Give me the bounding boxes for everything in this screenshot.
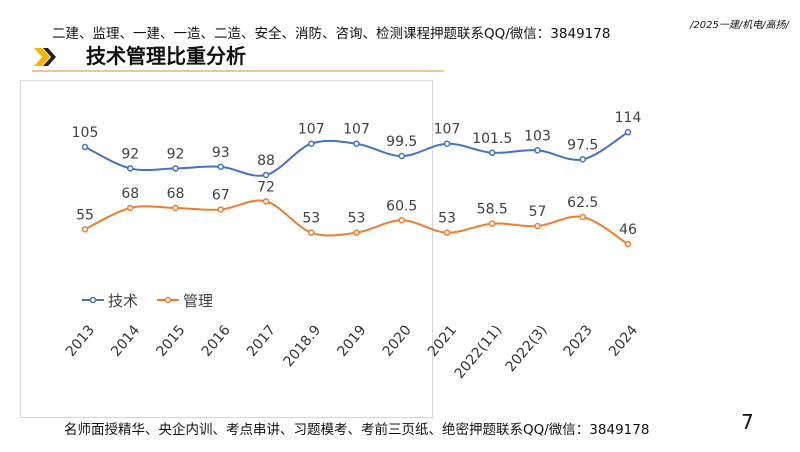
data-point bbox=[172, 204, 179, 212]
title-underline bbox=[32, 70, 444, 72]
data-label: 60.5 bbox=[386, 198, 417, 214]
header-text: 二建、监理、一建、一造、二造、安全、消防、咨询、检测课程押题联系QQ/微信：38… bbox=[52, 26, 611, 42]
data-point bbox=[81, 143, 89, 151]
data-point bbox=[443, 229, 451, 236]
legend-label: 管理 bbox=[183, 292, 213, 310]
data-label: 68 bbox=[121, 186, 139, 202]
data-label: 107 bbox=[343, 122, 370, 138]
data-point bbox=[308, 140, 315, 147]
legend-label: 技术 bbox=[108, 292, 138, 310]
data-point bbox=[443, 140, 451, 147]
data-label: 93 bbox=[212, 145, 230, 161]
data-label: 53 bbox=[348, 211, 366, 227]
data-label: 92 bbox=[167, 146, 185, 162]
x-tick-label: 2019 bbox=[334, 322, 369, 360]
data-label: 97.5 bbox=[567, 137, 598, 153]
data-label: 46 bbox=[619, 222, 637, 238]
x-tick-label: 2022(11) bbox=[452, 322, 506, 382]
data-label: 72 bbox=[257, 179, 275, 195]
chart-frame bbox=[20, 80, 433, 418]
x-tick-label: 2014 bbox=[108, 322, 143, 360]
data-label: 68 bbox=[167, 186, 185, 202]
data-label: 55 bbox=[76, 207, 94, 223]
data-point bbox=[217, 206, 224, 213]
x-tick-label: 2016 bbox=[199, 322, 234, 360]
footer-text: 名师面授精华、央企内训、考点串讲、习题模考、考前三页纸、绝密押题联系QQ/微信：… bbox=[64, 422, 650, 438]
data-point bbox=[579, 213, 586, 221]
x-tick-label: 2023 bbox=[561, 322, 596, 360]
data-label: 105 bbox=[72, 125, 99, 141]
data-label: 92 bbox=[121, 146, 139, 162]
data-label: 58.5 bbox=[477, 202, 508, 218]
data-point bbox=[489, 149, 496, 157]
data-label: 101.5 bbox=[472, 131, 512, 147]
x-tick-label: 2021 bbox=[425, 322, 460, 360]
data-point bbox=[398, 217, 405, 224]
data-label: 107 bbox=[298, 122, 325, 138]
data-label: 57 bbox=[529, 204, 547, 220]
data-point bbox=[308, 229, 315, 236]
data-point bbox=[262, 171, 270, 179]
data-label: 99.5 bbox=[386, 134, 417, 150]
x-tick-label: 2018.9 bbox=[281, 322, 325, 370]
data-point bbox=[398, 152, 405, 160]
data-label: 53 bbox=[302, 211, 320, 227]
data-label: 62.5 bbox=[567, 195, 598, 211]
page-title: 技术管理比重分析 bbox=[86, 44, 246, 68]
header-tag: /2025一建/机电/高扬/ bbox=[690, 20, 789, 31]
x-tick-label: 2013 bbox=[63, 322, 98, 360]
data-point bbox=[217, 163, 224, 171]
data-label: 88 bbox=[257, 153, 275, 169]
data-label: 67 bbox=[212, 188, 230, 204]
x-tick-label: 2015 bbox=[153, 322, 188, 360]
data-point bbox=[353, 140, 360, 147]
data-point bbox=[534, 147, 541, 154]
x-tick-label: 2024 bbox=[606, 322, 641, 360]
chevron-icon bbox=[34, 48, 56, 66]
data-point bbox=[127, 165, 134, 172]
legend-marker bbox=[89, 296, 97, 304]
data-point bbox=[127, 204, 134, 212]
data-point bbox=[353, 229, 360, 236]
data-point bbox=[489, 220, 496, 227]
data-point bbox=[624, 128, 632, 136]
data-point bbox=[172, 165, 179, 172]
data-label: 53 bbox=[438, 211, 456, 227]
data-point bbox=[534, 222, 541, 230]
data-point bbox=[624, 240, 632, 248]
data-point bbox=[262, 198, 270, 205]
page-number: 7 bbox=[741, 410, 754, 434]
data-label: 103 bbox=[524, 128, 551, 144]
x-tick-label: 2020 bbox=[380, 322, 415, 360]
x-tick-label: 2022(3) bbox=[503, 322, 551, 375]
x-tick-label: 2017 bbox=[244, 322, 279, 360]
data-point bbox=[81, 226, 89, 233]
data-point bbox=[579, 156, 586, 163]
legend-marker bbox=[164, 296, 172, 304]
data-label: 114 bbox=[615, 110, 642, 126]
data-label: 107 bbox=[434, 122, 461, 138]
